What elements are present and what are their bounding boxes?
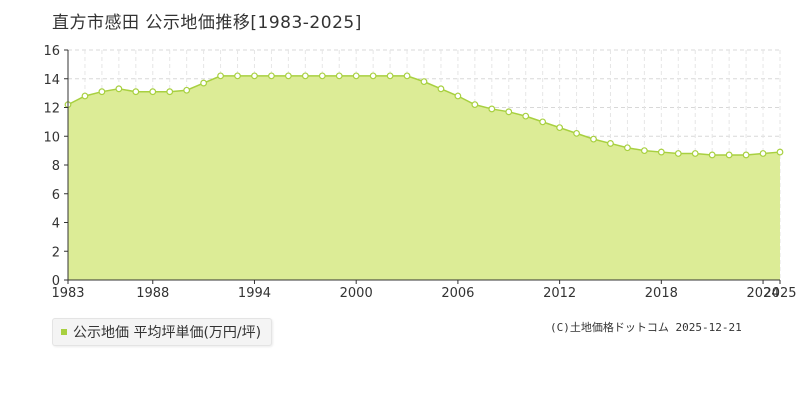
data-point-2001 bbox=[369, 72, 377, 80]
y-tick-label-7: 14 bbox=[43, 73, 60, 88]
area-fill bbox=[68, 75, 780, 280]
data-point-1990 bbox=[183, 86, 191, 94]
x-tick-label-4: 2006 bbox=[441, 286, 474, 301]
data-point-1989 bbox=[166, 88, 174, 96]
credit-text: (C)土地価格ドットコム 2025-12-21 bbox=[550, 321, 742, 334]
data-point-1991 bbox=[200, 79, 208, 87]
data-point-2016 bbox=[624, 144, 631, 152]
y-tick-label-4: 8 bbox=[52, 159, 60, 174]
y-tick-label-0: 0 bbox=[52, 274, 60, 289]
data-point-1988 bbox=[149, 88, 157, 96]
data-point-2020 bbox=[691, 150, 699, 157]
x-tick-label-5: 2012 bbox=[543, 286, 576, 301]
x-tick-label-6: 2018 bbox=[645, 286, 678, 301]
x-tick-label-3: 2000 bbox=[340, 286, 373, 301]
data-point-1999 bbox=[335, 72, 343, 80]
data-point-2024 bbox=[759, 150, 767, 157]
x-tick-label-1: 1988 bbox=[136, 286, 169, 301]
legend-label: 公示地価 平均坪単価(万円/坪) bbox=[73, 325, 262, 341]
x-tick-label-8: 2025 bbox=[763, 286, 796, 301]
data-point-2011 bbox=[539, 118, 547, 126]
x-tick-label-7: 2024 bbox=[747, 286, 780, 301]
data-point-2018 bbox=[657, 148, 665, 156]
y-tick-label-8: 16 bbox=[43, 44, 60, 59]
data-point-2009 bbox=[505, 108, 513, 116]
data-point-1986 bbox=[115, 85, 123, 93]
data-point-1987 bbox=[132, 88, 140, 96]
data-point-2019 bbox=[674, 150, 682, 157]
data-point-2004 bbox=[420, 78, 428, 86]
y-tick-label-2: 4 bbox=[52, 217, 60, 232]
y-tick-label-3: 6 bbox=[52, 188, 60, 203]
legend: 公示地価 平均坪単価(万円/坪) bbox=[52, 318, 273, 346]
data-point-2010 bbox=[522, 112, 530, 120]
data-point-1998 bbox=[318, 72, 326, 80]
data-point-2012 bbox=[556, 124, 564, 132]
y-tick-label-1: 2 bbox=[52, 245, 60, 260]
data-point-2000 bbox=[352, 72, 360, 80]
data-points bbox=[64, 72, 784, 159]
data-point-2015 bbox=[607, 140, 614, 147]
data-point-1984 bbox=[81, 92, 89, 100]
data-point-2002 bbox=[386, 72, 394, 80]
data-point-2025 bbox=[776, 148, 784, 156]
data-point-1995 bbox=[268, 72, 275, 80]
data-point-2007 bbox=[471, 101, 479, 109]
y-tick-label-5: 10 bbox=[43, 130, 60, 145]
data-point-2006 bbox=[454, 92, 462, 100]
x-tick-label-0: 1983 bbox=[51, 286, 84, 301]
x-tick-label-2: 1994 bbox=[238, 286, 271, 301]
data-point-1985 bbox=[98, 88, 106, 96]
data-point-2023 bbox=[742, 151, 750, 159]
data-point-1997 bbox=[301, 72, 309, 80]
legend-swatch bbox=[61, 329, 67, 335]
data-point-1996 bbox=[284, 72, 292, 80]
data-point-2017 bbox=[640, 147, 648, 155]
data-point-2005 bbox=[437, 85, 445, 93]
data-point-1994 bbox=[251, 72, 258, 80]
data-point-2013 bbox=[573, 129, 580, 137]
data-point-1993 bbox=[234, 72, 241, 80]
y-tick-label-6: 12 bbox=[43, 102, 60, 117]
chart-title: 直方市感田 公示地価推移[1983-2025] bbox=[52, 13, 362, 33]
data-point-2022 bbox=[725, 151, 733, 159]
data-point-2014 bbox=[590, 135, 597, 143]
data-point-2003 bbox=[403, 72, 411, 80]
data-point-2021 bbox=[708, 151, 716, 159]
data-point-1992 bbox=[217, 72, 224, 80]
y-axis-ticks: 0 2 4 6 8 10 12 14 16 bbox=[43, 44, 68, 289]
data-point-2008 bbox=[488, 105, 496, 113]
